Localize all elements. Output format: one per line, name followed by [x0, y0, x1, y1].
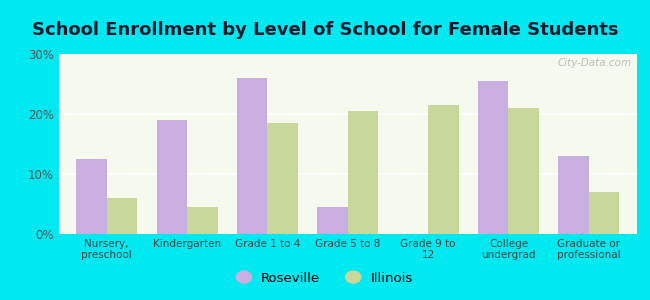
Bar	[237, 78, 267, 234]
Bar	[428, 105, 459, 234]
Bar	[508, 108, 539, 234]
Bar	[187, 207, 218, 234]
Bar	[478, 81, 508, 234]
Legend: Roseville, Illinois: Roseville, Illinois	[232, 267, 418, 290]
Text: School Enrollment by Level of School for Female Students: School Enrollment by Level of School for…	[32, 21, 618, 39]
Bar	[589, 192, 619, 234]
Bar	[348, 111, 378, 234]
Bar	[267, 123, 298, 234]
Bar	[157, 120, 187, 234]
Bar	[317, 207, 348, 234]
Bar	[107, 198, 137, 234]
Text: City-Data.com: City-Data.com	[557, 58, 631, 68]
Bar	[558, 156, 589, 234]
Bar	[76, 159, 107, 234]
